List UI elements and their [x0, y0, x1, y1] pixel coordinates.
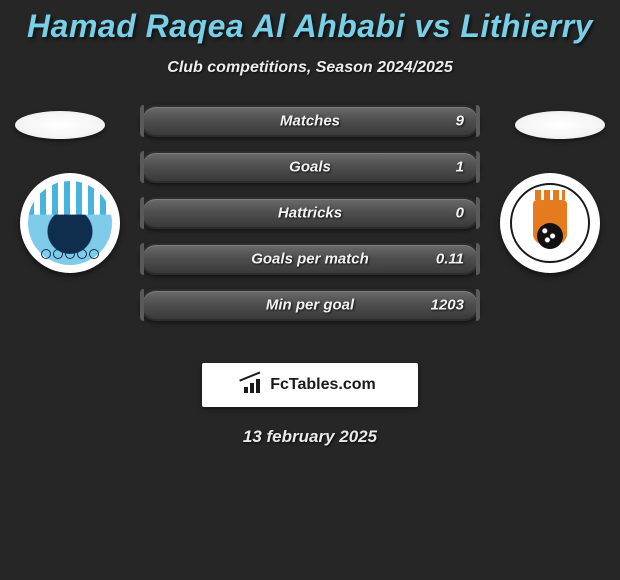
bar-cap-right [476, 197, 480, 229]
stat-value-right: 1 [456, 159, 464, 176]
flag-slot-right [515, 111, 605, 139]
stat-bar: Min per goal 1203 [140, 289, 480, 321]
flag-slot-left [15, 111, 105, 139]
bar-cap-left [140, 105, 144, 137]
brand-text: FcTables.com [270, 376, 376, 394]
stat-bar: Goals 1 [140, 151, 480, 183]
club-badge-right [500, 173, 600, 273]
stat-value-right: 0 [456, 205, 464, 222]
stat-label: Goals [289, 159, 331, 176]
stat-value-right: 9 [456, 113, 464, 130]
brand-box: FcTables.com [202, 363, 418, 407]
stat-bars: Matches 9 Goals 1 Hattricks 0 Goals per match 0… [140, 105, 480, 321]
bar-cap-left [140, 289, 144, 321]
club-badge-left [20, 173, 120, 273]
stat-bar: Hattricks 0 [140, 197, 480, 229]
olympic-rings-icon [41, 249, 99, 259]
bar-cap-right [476, 151, 480, 183]
page-title: Hamad Raqea Al Ahbabi vs Lithierry [0, 0, 620, 45]
bar-cap-left [140, 151, 144, 183]
bar-cap-left [140, 197, 144, 229]
badge-inner [510, 183, 590, 263]
comparison-arena: Matches 9 Goals 1 Hattricks 0 Goals per match 0… [0, 105, 620, 335]
stat-value-right: 0.11 [436, 251, 464, 268]
bar-cap-right [476, 243, 480, 275]
page-subtitle: Club competitions, Season 2024/2025 [0, 59, 620, 77]
stat-label: Matches [280, 113, 340, 130]
stat-bar: Goals per match 0.11 [140, 243, 480, 275]
bar-chart-icon [244, 377, 264, 393]
bar-cap-right [476, 105, 480, 137]
stat-label: Goals per match [251, 251, 369, 268]
bar-cap-right [476, 289, 480, 321]
date-text: 13 february 2025 [0, 427, 620, 447]
bar-cap-left [140, 243, 144, 275]
football-icon [537, 223, 563, 249]
stat-label: Hattricks [278, 205, 342, 222]
stat-label: Min per goal [266, 297, 354, 314]
stat-value-right: 1203 [431, 297, 464, 314]
stat-bar: Matches 9 [140, 105, 480, 137]
